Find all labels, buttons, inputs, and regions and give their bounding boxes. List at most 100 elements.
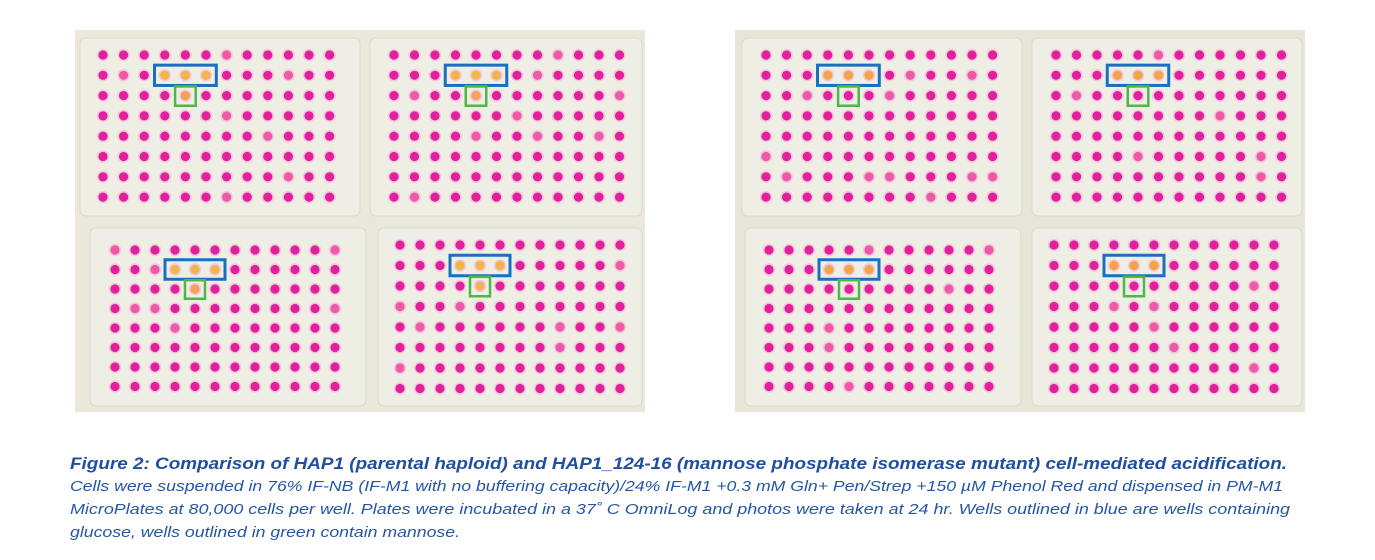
well [1209,363,1219,373]
well [844,245,854,255]
well [512,70,522,80]
well [905,131,915,141]
well [904,342,914,353]
well [450,70,461,80]
well [515,363,525,373]
well [1276,172,1287,182]
well [864,362,874,372]
well [160,70,170,80]
well [455,383,465,394]
well [330,245,340,255]
well [150,284,160,294]
well [555,281,565,291]
well [1071,111,1082,121]
well [823,151,833,162]
well [964,362,974,372]
well [325,172,335,182]
well [270,342,280,353]
mannose-outline [1122,275,1146,298]
well [824,362,834,372]
well [389,192,399,202]
well [804,323,814,333]
well [389,111,399,121]
well [475,342,485,353]
well [160,131,170,141]
well [885,111,895,121]
well [555,301,565,312]
well [210,362,220,372]
well [614,151,625,162]
well [864,381,874,392]
well [139,192,149,202]
well [553,50,563,60]
well [532,151,543,162]
well [761,151,771,162]
well [1256,91,1266,101]
well [495,342,505,353]
well [450,172,461,182]
well [905,172,915,182]
well [119,172,129,182]
well [575,301,585,312]
well [1215,91,1225,101]
well [430,50,440,60]
well [263,151,273,162]
well [1194,91,1205,101]
well [160,111,170,121]
well [1071,172,1082,182]
well [1194,192,1205,202]
well [984,381,994,392]
well [130,362,140,372]
well [263,131,273,141]
well [1235,192,1246,202]
well [535,322,545,332]
well [325,70,335,80]
well [409,111,420,121]
well [170,381,180,392]
well [553,91,563,101]
well [409,172,420,182]
well [823,91,833,101]
well [230,362,240,372]
well [201,91,211,101]
well [491,70,502,80]
well [1169,322,1179,332]
well [170,264,180,275]
well [615,342,625,353]
well [1174,131,1184,141]
well [1092,91,1102,101]
well [924,362,934,372]
well [1269,322,1279,332]
well [1049,363,1059,373]
well [1194,50,1205,60]
well [535,342,545,353]
well [1051,192,1061,202]
well [409,151,420,162]
well [595,322,605,332]
well [1051,70,1061,80]
well [1069,322,1079,332]
well [535,240,545,250]
well [573,70,584,80]
well [1215,151,1225,162]
well [594,131,604,141]
well [409,192,420,202]
well [1112,111,1123,121]
well [1069,383,1079,394]
well [964,264,974,275]
well [230,381,240,392]
well [864,245,874,255]
well [471,131,481,141]
well [988,91,998,101]
well [843,192,854,202]
well [304,151,314,162]
well [1215,70,1225,80]
well [1069,342,1079,353]
well [761,172,771,182]
well [595,281,605,291]
well [1229,240,1239,250]
well [242,70,252,80]
well [1249,342,1259,353]
well [230,264,240,275]
well [926,192,936,202]
